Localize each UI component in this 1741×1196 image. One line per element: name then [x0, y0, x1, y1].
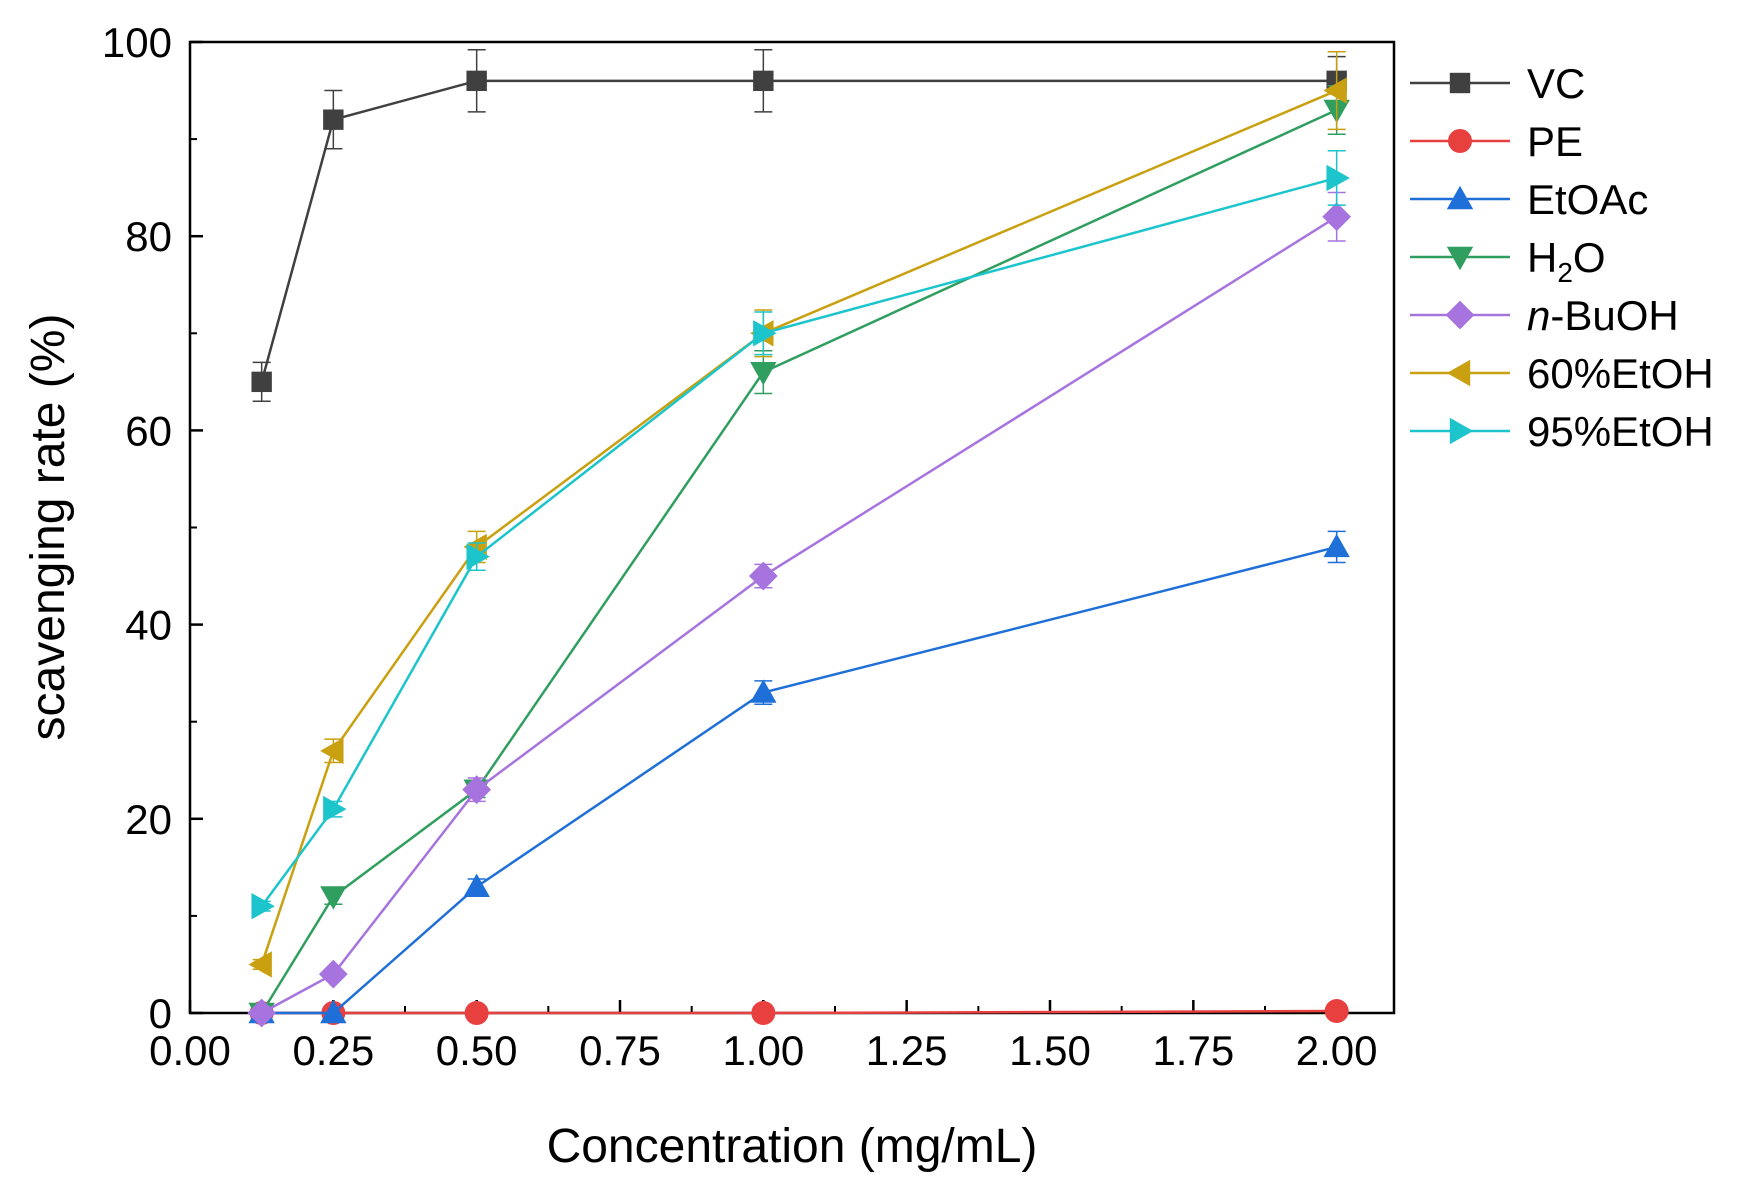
legend-marker — [1446, 185, 1474, 210]
data-point — [751, 1001, 776, 1025]
legend-marker — [1449, 417, 1474, 445]
data-point — [1324, 999, 1349, 1024]
y-tick-label: 60 — [125, 407, 172, 454]
data-point — [462, 775, 492, 805]
data-point — [753, 320, 777, 347]
data-point — [323, 109, 344, 130]
data-point — [247, 998, 277, 1028]
legend-item: n-BuOH — [1410, 292, 1679, 339]
data-point — [320, 737, 344, 765]
legend-marker — [1446, 359, 1471, 387]
legend-marker — [1449, 72, 1471, 94]
plot-area — [188, 40, 1396, 1015]
data-point — [251, 892, 275, 920]
legend-label: 95%EtOH — [1527, 408, 1714, 455]
x-tick-label: 0.00 — [149, 1027, 231, 1074]
legend-marker — [1446, 246, 1474, 271]
data-point — [750, 679, 777, 703]
data-point — [463, 873, 490, 897]
series-n-buoh — [247, 191, 1352, 1028]
data-point — [1323, 533, 1350, 558]
x-tick-label: 0.75 — [579, 1027, 661, 1074]
x-tick-label: 1.00 — [722, 1027, 804, 1074]
x-axis-label: Concentration (mg/mL) — [547, 1120, 1038, 1173]
data-point — [248, 951, 272, 978]
data-point — [466, 543, 490, 570]
x-tick-label: 1.75 — [1152, 1027, 1234, 1074]
legend-item: VC — [1410, 60, 1585, 107]
x-tick-label: 0.25 — [292, 1027, 374, 1074]
x-tick-label: 2.00 — [1296, 1027, 1378, 1074]
data-point — [753, 70, 774, 92]
data-point — [466, 70, 487, 92]
legend-item: 60%EtOH — [1410, 350, 1714, 397]
legend-label: n-BuOH — [1527, 292, 1679, 339]
data-point — [750, 361, 777, 386]
y-tick-label: 100 — [102, 19, 172, 66]
data-point — [318, 959, 348, 989]
x-tick-label: 1.25 — [866, 1027, 948, 1074]
series-layer — [247, 49, 1352, 1028]
data-point — [748, 561, 778, 591]
y-axis: 0 20 40 60 80 100 — [102, 19, 203, 1037]
y-tick-label: 0 — [149, 990, 172, 1037]
data-point — [323, 795, 347, 823]
legend-item: EtOAc — [1410, 176, 1648, 223]
data-point — [1326, 164, 1350, 192]
data-point — [320, 886, 347, 910]
legend-marker — [1448, 129, 1472, 153]
data-point — [251, 371, 272, 393]
legend-item: H2O — [1410, 234, 1606, 288]
legend-label: EtOAc — [1527, 176, 1648, 223]
x-tick-label: 1.50 — [1009, 1027, 1091, 1074]
y-tick-label: 40 — [125, 602, 172, 649]
data-point — [1323, 77, 1347, 104]
data-point — [1322, 202, 1352, 232]
legend-label: VC — [1527, 60, 1585, 107]
y-tick-label: 80 — [125, 213, 172, 260]
y-axis-label: scavenging rate (%) — [22, 314, 75, 741]
legend-marker — [1445, 300, 1475, 330]
x-tick-label: 0.50 — [436, 1027, 518, 1074]
legend-label: PE — [1527, 118, 1583, 165]
x-axis: 0.00 0.25 0.50 0.75 1.00 1.25 1.50 1.75 2.00 — [149, 1000, 1378, 1074]
data-point — [320, 999, 347, 1024]
data-point — [464, 1001, 489, 1025]
legend-label: 60%EtOH — [1527, 350, 1714, 397]
legend-item: PE — [1410, 118, 1583, 165]
series-95-etoh — [251, 150, 1350, 920]
legend-label: H2O — [1527, 234, 1606, 288]
legend-item: 95%EtOH — [1410, 408, 1714, 455]
y-tick-label: 20 — [125, 796, 172, 843]
